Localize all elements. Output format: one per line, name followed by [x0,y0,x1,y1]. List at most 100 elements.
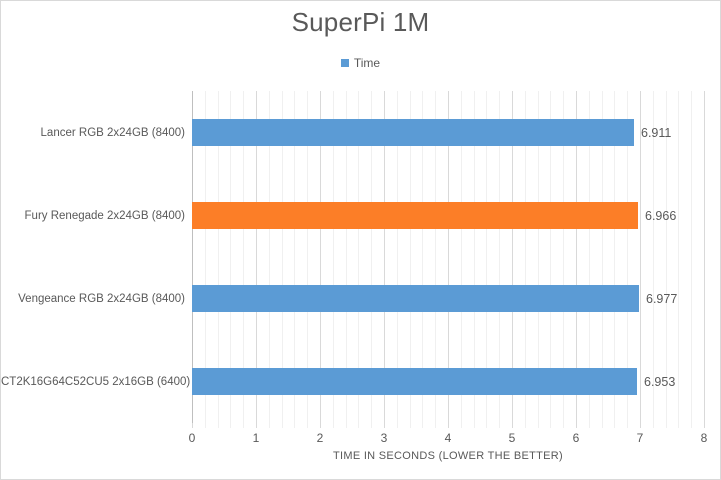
minor-gridline [563,91,564,423]
minor-tick [346,423,347,428]
minor-gridline [653,91,654,423]
minor-gridline [371,91,372,423]
x-tick-label: 5 [508,431,516,445]
minor-gridline [666,91,667,423]
minor-gridline [218,91,219,423]
major-gridline [576,91,577,423]
x-tick-label: 1 [252,431,260,445]
minor-tick [678,423,679,428]
value-label: 6.953 [644,375,676,389]
major-gridline [320,91,321,423]
minor-tick [358,423,359,428]
minor-tick [589,423,590,428]
category-label: CT2K16G64C52CU5 2x16GB (6400) [1,376,191,388]
minor-gridline [474,91,475,423]
major-tick [192,423,193,428]
major-tick [576,423,577,428]
major-tick [640,423,641,428]
major-tick [512,423,513,428]
minor-tick [397,423,398,428]
major-gridline [512,91,513,423]
major-tick [448,423,449,428]
major-gridline [448,91,449,423]
major-tick [704,423,705,428]
legend-label-time: Time [353,56,381,70]
minor-tick [474,423,475,428]
minor-tick [422,423,423,428]
minor-gridline [358,91,359,423]
bar [192,368,637,395]
y-axis-line [192,91,193,428]
minor-tick [269,423,270,428]
minor-tick [294,423,295,428]
minor-gridline [307,91,308,423]
minor-tick [614,423,615,428]
minor-gridline [346,91,347,423]
minor-gridline [550,91,551,423]
minor-tick [486,423,487,428]
x-tick-label: 7 [636,431,644,445]
major-tick [320,423,321,428]
minor-tick [410,423,411,428]
minor-tick [282,423,283,428]
minor-tick [627,423,628,428]
minor-tick [691,423,692,428]
minor-tick [435,423,436,428]
minor-tick [243,423,244,428]
minor-gridline [435,91,436,423]
minor-gridline [230,91,231,423]
minor-gridline [614,91,615,423]
legend: Time [1,56,720,70]
minor-gridline [525,91,526,423]
minor-tick [653,423,654,428]
minor-tick [525,423,526,428]
minor-tick [333,423,334,428]
bar [192,285,639,312]
minor-tick [218,423,219,428]
minor-tick [461,423,462,428]
minor-gridline [422,91,423,423]
minor-gridline [205,91,206,423]
minor-gridline [486,91,487,423]
minor-gridline [294,91,295,423]
minor-tick [371,423,372,428]
minor-gridline [627,91,628,423]
x-tick-label: 3 [380,431,388,445]
major-gridline [704,91,705,423]
minor-gridline [397,91,398,423]
minor-tick [499,423,500,428]
minor-tick [205,423,206,428]
minor-gridline [410,91,411,423]
x-tick-label: 4 [444,431,452,445]
minor-tick [230,423,231,428]
major-tick [384,423,385,428]
category-label: Lancer RGB 2x24GB (8400) [40,127,185,139]
minor-tick [666,423,667,428]
minor-gridline [589,91,590,423]
value-label: 6.966 [645,209,677,223]
category-label: Fury Renegade 2x24GB (8400) [24,210,185,222]
bar [192,119,634,146]
minor-gridline [499,91,500,423]
bar [192,202,638,229]
minor-gridline [538,91,539,423]
minor-gridline [282,91,283,423]
minor-tick [563,423,564,428]
minor-tick [538,423,539,428]
major-gridline [256,91,257,423]
x-axis-title: TIME IN SECONDS (LOWER THE BETTER) [332,450,564,462]
major-tick [256,423,257,428]
value-label: 6.911 [641,126,672,140]
x-tick-label: 2 [316,431,324,445]
minor-gridline [243,91,244,423]
minor-tick [550,423,551,428]
category-label: Vengeance RGB 2x24GB (8400) [18,293,185,305]
x-tick-label: 0 [188,431,196,445]
value-label: 6.977 [646,292,678,306]
minor-gridline [333,91,334,423]
legend-swatch-time [340,59,349,67]
major-gridline [640,91,641,423]
minor-tick [307,423,308,428]
minor-gridline [461,91,462,423]
